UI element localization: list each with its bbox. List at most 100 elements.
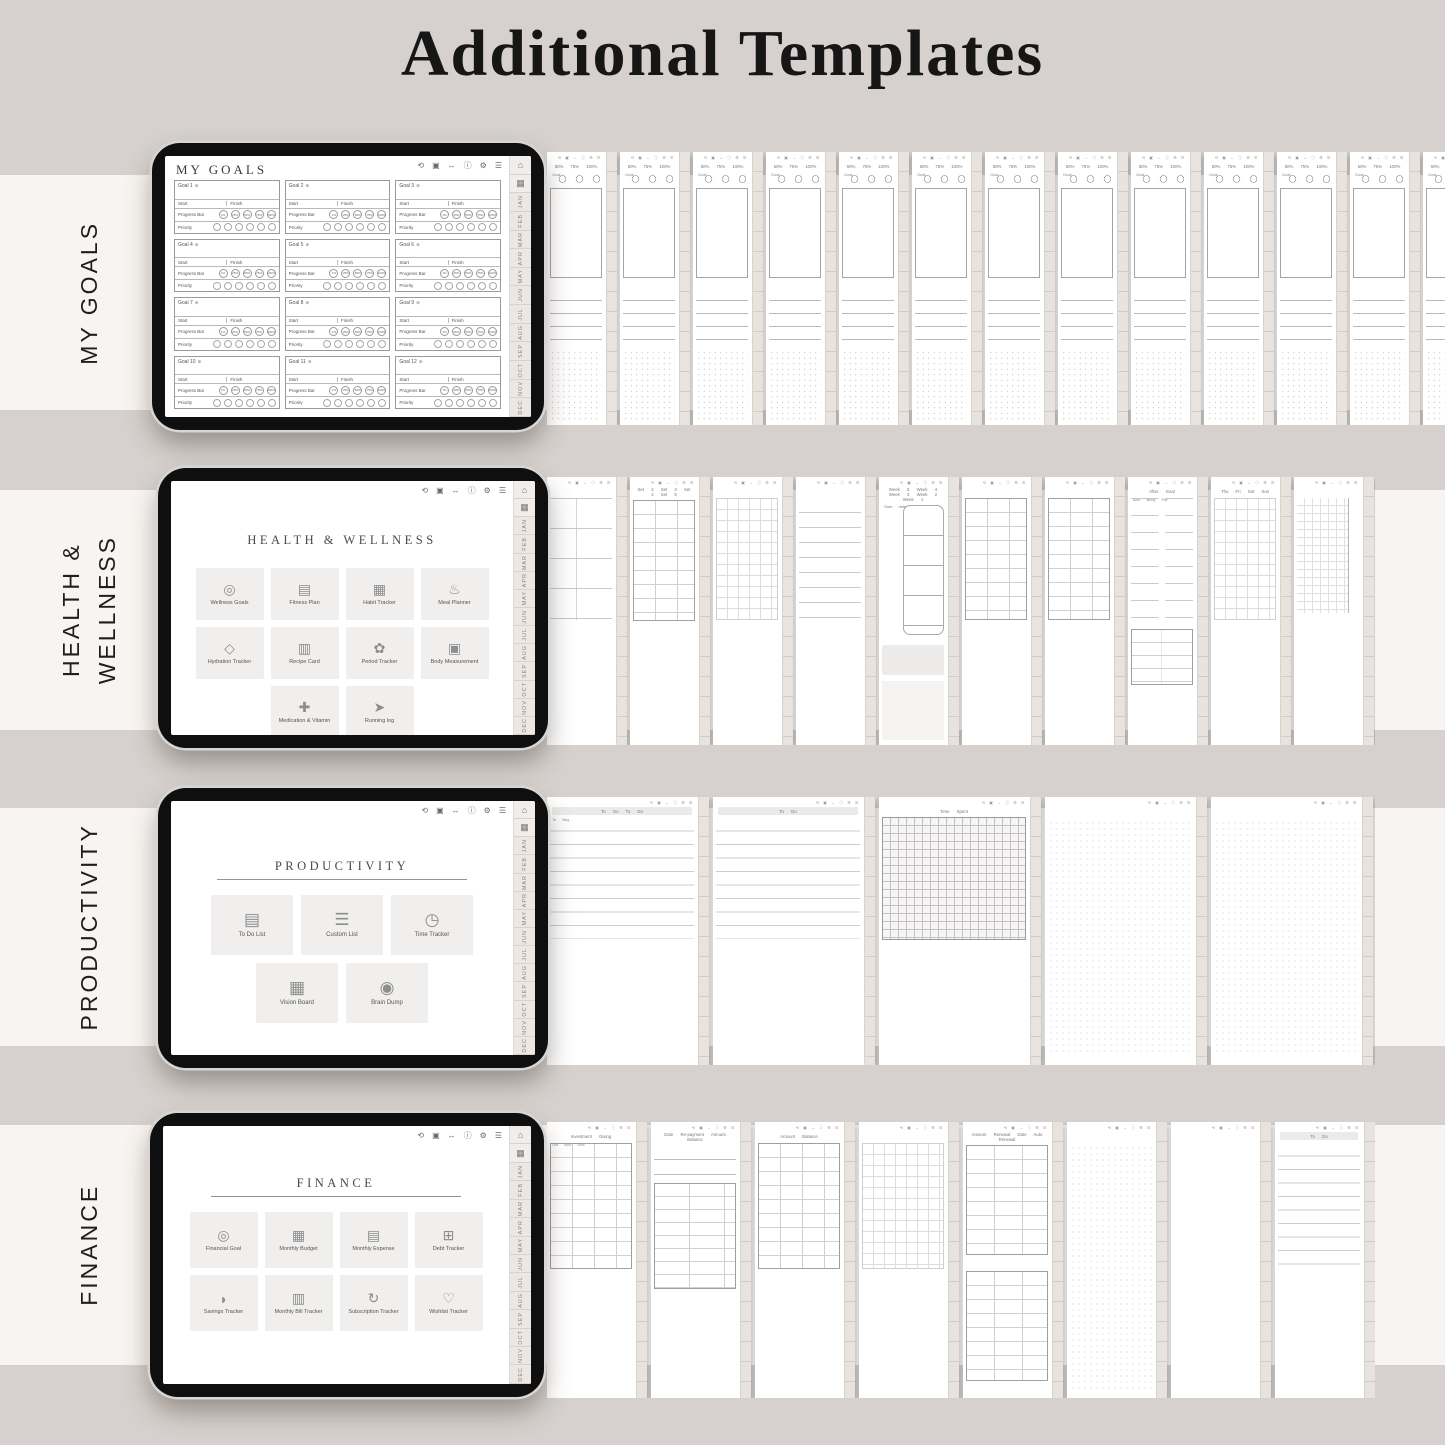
progress-tick[interactable]: 25% [230, 385, 240, 395]
priority-circle[interactable] [378, 281, 387, 290]
add-icon[interactable]: ⊕ [194, 183, 199, 188]
hub-tile[interactable]: ◗ Savings Tracker [189, 1275, 258, 1331]
toolbar-icon[interactable]: ☰ [498, 806, 506, 815]
index-icon[interactable]: ▦ [514, 499, 535, 518]
priority-circle[interactable] [455, 281, 464, 290]
toolbar-icon[interactable]: ⓘ [467, 486, 476, 495]
priority-circle[interactable] [323, 340, 332, 348]
progress-tick[interactable]: 50% [463, 327, 473, 336]
priority-circle[interactable] [367, 223, 376, 231]
progress-tick[interactable]: 25% [341, 268, 351, 278]
priority-circle[interactable] [433, 223, 442, 231]
month-tab[interactable]: NOV [510, 1347, 531, 1366]
hub-tile[interactable]: ▤ To Do List [211, 895, 293, 955]
priority-circle[interactable] [345, 223, 354, 231]
priority-circle[interactable] [334, 398, 343, 407]
progress-tick[interactable]: 75% [475, 385, 485, 395]
progress-tick[interactable]: 100% [487, 210, 497, 219]
progress-tick[interactable]: 100% [377, 210, 387, 219]
priority-circle[interactable] [234, 281, 243, 290]
month-tab[interactable]: DEC [514, 1036, 535, 1055]
toolbar-icon[interactable]: ⓘ [467, 806, 476, 815]
priority-circle[interactable] [323, 223, 332, 231]
hub-tile[interactable]: ♨ Meal Planner [420, 568, 489, 620]
progress-tick[interactable]: 100% [266, 385, 276, 395]
priority-circle[interactable] [488, 281, 497, 290]
progress-tick[interactable]: 1% [218, 210, 228, 219]
month-tab[interactable]: NOV [514, 1018, 535, 1037]
month-tab[interactable]: DEC [510, 398, 531, 417]
home-icon[interactable]: ⌂ [514, 481, 535, 500]
toolbar-icon[interactable]: ▣ [432, 161, 440, 170]
progress-tick[interactable]: 100% [487, 327, 497, 336]
priority-circle[interactable] [223, 340, 232, 348]
priority-circle[interactable] [212, 223, 221, 231]
month-tab[interactable]: AUG [514, 644, 535, 663]
progress-tick[interactable]: 100% [266, 268, 276, 278]
month-tab[interactable]: FEB [514, 855, 535, 874]
progress-tick[interactable]: 25% [341, 210, 351, 219]
priority-circle[interactable] [212, 340, 221, 348]
month-tab[interactable]: OCT [514, 680, 535, 699]
toolbar-icon[interactable]: ⟲ [421, 806, 429, 815]
progress-tick[interactable]: 75% [365, 210, 375, 219]
toolbar-icon[interactable]: ⚙ [483, 806, 491, 815]
progress-tick[interactable]: 50% [242, 385, 252, 395]
month-tab[interactable]: NOV [514, 698, 535, 717]
month-tab[interactable]: AUG [510, 323, 531, 343]
hub-tile[interactable]: ▥ Monthly Bill Tracker [264, 1275, 333, 1331]
priority-circle[interactable] [245, 340, 254, 348]
month-tab[interactable]: APR [514, 891, 535, 910]
month-tab[interactable]: DEC [510, 1365, 531, 1384]
month-tab[interactable]: OCT [514, 1000, 535, 1019]
progress-tick[interactable]: 1% [218, 327, 228, 336]
toolbar-icon[interactable]: ⟲ [417, 1131, 425, 1140]
priority-circle[interactable] [433, 398, 442, 407]
priority-circle[interactable] [345, 281, 354, 290]
priority-circle[interactable] [245, 398, 254, 407]
month-tab[interactable]: JUN [510, 1254, 531, 1274]
progress-tick[interactable]: 75% [254, 210, 264, 219]
hub-tile[interactable]: ✿ Period Tracker [345, 627, 414, 679]
progress-tick[interactable]: 1% [439, 268, 449, 278]
priority-circle[interactable] [212, 398, 221, 407]
progress-tick[interactable]: 75% [365, 268, 375, 278]
progress-tick[interactable]: 25% [230, 268, 240, 278]
priority-circle[interactable] [466, 398, 475, 407]
add-icon[interactable]: ⊕ [194, 300, 199, 305]
progress-tick[interactable]: 100% [377, 385, 387, 395]
index-icon[interactable]: ▦ [510, 174, 531, 194]
priority-circle[interactable] [444, 281, 453, 290]
priority-circle[interactable] [444, 340, 453, 348]
month-tab[interactable]: MAR [510, 1199, 531, 1219]
priority-circle[interactable] [488, 340, 497, 348]
toolbar-icon[interactable]: ↔ [451, 486, 460, 495]
home-icon[interactable]: ⌂ [510, 1126, 531, 1145]
hub-tile[interactable]: ➤ Running log [345, 686, 414, 735]
toolbar-icon[interactable]: ⚙ [479, 1131, 487, 1140]
add-icon[interactable]: ⊕ [416, 241, 420, 247]
hub-tile[interactable]: ▦ Vision Board [256, 963, 338, 1023]
priority-circle[interactable] [223, 281, 232, 290]
priority-circle[interactable] [223, 398, 232, 407]
home-icon[interactable]: ⌂ [514, 801, 535, 820]
priority-circle[interactable] [245, 223, 254, 231]
month-tab[interactable]: APR [510, 1218, 531, 1237]
toolbar-icon[interactable]: ▣ [436, 806, 444, 815]
progress-tick[interactable]: 100% [487, 268, 497, 278]
toolbar-icon[interactable]: ☰ [494, 161, 502, 170]
toolbar-icon[interactable]: ↔ [451, 806, 460, 815]
month-tab[interactable]: SEP [510, 1310, 531, 1329]
priority-circle[interactable] [477, 340, 486, 348]
priority-circle[interactable] [267, 223, 276, 231]
month-tab[interactable]: OCT [510, 1328, 531, 1348]
priority-circle[interactable] [444, 223, 453, 231]
priority-circle[interactable] [234, 223, 243, 231]
month-tab[interactable]: SEP [510, 342, 531, 362]
toolbar-icon[interactable]: ↔ [447, 161, 456, 170]
priority-circle[interactable] [234, 340, 243, 348]
hub-tile[interactable]: ◇ Hydration Tracker [195, 627, 264, 679]
hub-tile[interactable]: ▤ Fitness Plan [270, 568, 339, 620]
priority-circle[interactable] [356, 281, 365, 290]
progress-tick[interactable]: 75% [254, 327, 264, 336]
